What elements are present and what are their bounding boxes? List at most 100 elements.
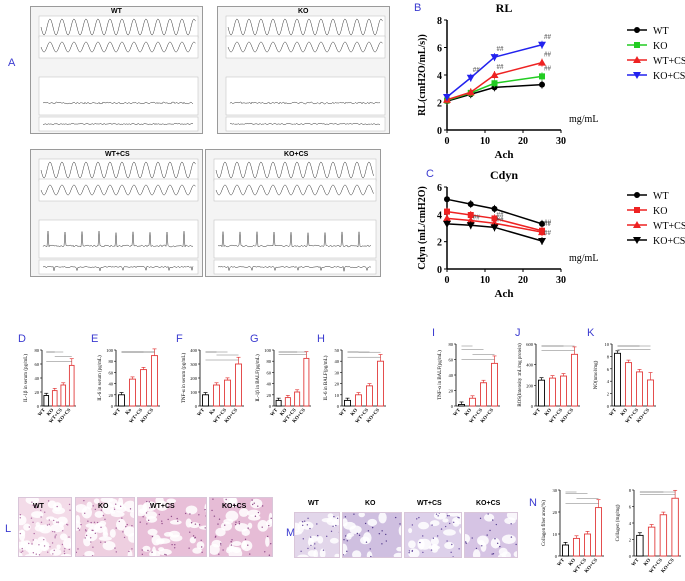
alveolus-space [330, 538, 339, 544]
cell-nucleus [134, 501, 135, 502]
cell-nucleus [49, 519, 50, 520]
x-tick-label: KO [544, 408, 553, 417]
cell-nucleus [353, 513, 354, 514]
y-tick-label: 0 [37, 404, 40, 409]
x-tick-label: 0 [445, 275, 450, 286]
cell-nucleus [146, 501, 147, 502]
chart-tnfa-serum: 0100200300400TNF-α in serum (pg/mL)WT KoW… [176, 340, 248, 430]
x-tick-label: 20 [518, 136, 528, 147]
cell-nucleus [337, 518, 338, 519]
y-tick-label: 6 [437, 183, 442, 194]
y-tick-label: 50 [335, 348, 340, 353]
bar-WT+CS [584, 534, 590, 556]
cell-nucleus [87, 520, 88, 521]
cell-nucleus [331, 531, 332, 532]
cell-nucleus [131, 548, 132, 549]
cell-nucleus [395, 517, 396, 518]
cell-nucleus [458, 548, 459, 549]
cell-nucleus [52, 542, 53, 543]
x-tick-label: WT [113, 408, 123, 418]
cell-nucleus [94, 522, 95, 523]
cell-nucleus [114, 509, 115, 510]
cell-nucleus [41, 522, 42, 523]
cell-nucleus [95, 533, 96, 534]
alveolus-space [128, 550, 133, 557]
y-tick-label: 60 [109, 370, 114, 375]
cell-nucleus [345, 535, 346, 536]
cell-nucleus [64, 553, 65, 554]
y-axis-label: RL(cmH2O/mL/s)) [417, 34, 428, 116]
chart-il6-serum: 020406080100IL-6 in serum (pg/mL)WT KoWT+… [92, 340, 164, 430]
y-tick-label: 2 [437, 99, 442, 110]
y-tick-label: 8 [629, 488, 632, 493]
y-tick-label: 60 [267, 370, 272, 375]
cell-nucleus [56, 506, 57, 507]
cell-nucleus [127, 524, 128, 525]
cell-nucleus [38, 544, 39, 545]
tracing-strip [214, 220, 376, 258]
cell-nucleus [372, 527, 373, 528]
cell-nucleus [309, 528, 310, 529]
cell-nucleus [489, 530, 490, 531]
cell-nucleus [47, 524, 48, 525]
cell-nucleus [77, 548, 78, 549]
alveolus-space [502, 534, 516, 544]
cell-nucleus [62, 544, 63, 545]
x-tick-label: WT [453, 408, 463, 418]
cell-nucleus [20, 514, 21, 515]
histology-m-wt-texture [295, 513, 340, 558]
cell-nucleus [302, 521, 303, 522]
cell-nucleus [480, 518, 481, 519]
bar-KO+CS [491, 363, 497, 406]
cell-nucleus [69, 510, 70, 511]
bar-Ko [213, 385, 219, 406]
cell-nucleus [381, 530, 382, 531]
bar-Ko [129, 379, 135, 406]
cell-nucleus [199, 524, 200, 525]
cell-nucleus [191, 522, 192, 523]
cell-nucleus [346, 551, 347, 552]
bar-KO+CS [377, 361, 383, 406]
y-tick-label: 20 [449, 389, 454, 394]
cell-nucleus [270, 543, 271, 544]
alveolus-space [491, 538, 501, 549]
legend-label: KO [653, 41, 667, 52]
cell-nucleus [314, 547, 315, 548]
tracing-strip [39, 179, 198, 201]
cell-nucleus [326, 536, 327, 537]
cell-nucleus [69, 549, 70, 550]
y-axis-label: TNF-α in serum (pg/mL) [182, 353, 187, 404]
x-tick-label: 0 [445, 136, 450, 147]
tracing-strip [214, 179, 376, 201]
bar-WT+CS [224, 380, 230, 406]
tracing-strip [39, 16, 198, 38]
cell-nucleus [335, 525, 336, 526]
cell-nucleus [381, 543, 382, 544]
tracing-strip [39, 220, 198, 258]
x-tick-label: Ko [125, 408, 133, 416]
cell-nucleus [52, 531, 53, 532]
alveolus-space [317, 536, 323, 544]
cell-nucleus [54, 536, 55, 537]
alveolus-space [61, 554, 72, 557]
y-tick-label: 20 [267, 393, 272, 398]
cell-nucleus [466, 543, 467, 544]
bar-KO+CS [235, 364, 241, 406]
chart-rl: RL024680 10 20 30Achmg/mLRL(cmH2O/mL/s))WTK… [415, 0, 685, 160]
cell-nucleus [124, 537, 125, 538]
y-tick-label: 0 [269, 404, 272, 409]
cell-nucleus [33, 552, 34, 553]
y-tick-label: 4 [607, 379, 610, 384]
cell-nucleus [224, 524, 225, 525]
cell-nucleus [77, 528, 78, 529]
alveolus-space [50, 524, 64, 532]
panel-letter-l: L [5, 523, 11, 535]
cell-nucleus [235, 521, 236, 522]
cell-nucleus [49, 546, 50, 547]
alveolus-space [418, 539, 431, 550]
cell-nucleus [104, 519, 105, 520]
alveolus-space [297, 555, 308, 558]
x-tick-label: KO+CS [661, 558, 676, 574]
cell-nucleus [159, 514, 160, 515]
legend-marker [634, 27, 640, 33]
